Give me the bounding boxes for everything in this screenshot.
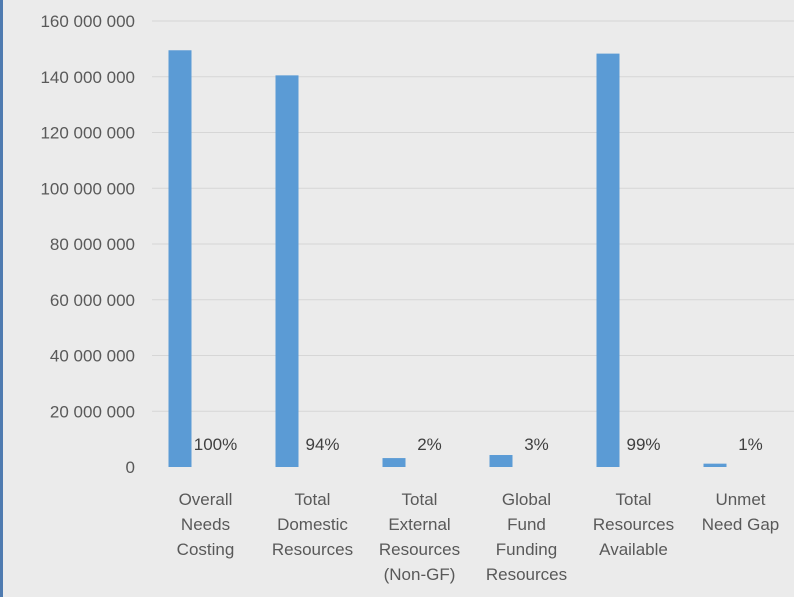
y-tick-label: 140 000 000 (40, 68, 135, 87)
bar (596, 53, 620, 468)
x-category-label: Unmet Need Gap (702, 490, 780, 534)
chart-left-border (0, 0, 3, 597)
y-tick-label: 160 000 000 (40, 12, 135, 31)
bar (489, 455, 513, 467)
category-label-line: Total (295, 490, 331, 509)
category-label-line: Unmet (715, 490, 765, 509)
data-labels: 100% 94% 2% 3% 99% 1% (194, 435, 763, 454)
y-tick-label: 80 000 000 (50, 235, 135, 254)
data-label: 1% (738, 435, 763, 454)
x-category-label: Total Domestic Resources (272, 490, 353, 559)
x-category-label: Overall Needs Costing (177, 490, 235, 559)
y-axis-tick-labels: 0 20 000 000 40 000 000 60 000 000 80 000 00… (40, 12, 135, 477)
x-category-label: Total Resources Available (593, 490, 674, 559)
category-label-line: Funding (496, 540, 557, 559)
category-label-line: Resources (379, 540, 460, 559)
y-tick-label: 20 000 000 (50, 402, 135, 421)
category-label-line: Resources (272, 540, 353, 559)
bar (275, 75, 299, 467)
data-label: 3% (524, 435, 549, 454)
x-category-label: Total External Resources (Non-GF) (379, 490, 460, 584)
data-label: 94% (305, 435, 339, 454)
y-tick-label: 0 (126, 458, 135, 477)
y-tick-label: 40 000 000 (50, 347, 135, 366)
bar (382, 458, 406, 467)
y-tick-label: 60 000 000 (50, 291, 135, 310)
gridlines (152, 20, 794, 412)
category-label-line: Resources (486, 565, 567, 584)
category-label-line: (Non-GF) (384, 565, 456, 584)
bar (168, 50, 192, 468)
category-label-line: Need Gap (702, 515, 780, 534)
data-label: 99% (626, 435, 660, 454)
data-label: 100% (194, 435, 237, 454)
category-label-line: Fund (507, 515, 546, 534)
category-label-line: Needs (181, 515, 230, 534)
category-label-line: Global (502, 490, 551, 509)
bar (703, 463, 727, 467)
category-label-line: External (388, 515, 450, 534)
x-category-label: Global Fund Funding Resources (486, 490, 567, 584)
category-label-line: Costing (177, 540, 235, 559)
category-label-line: Total (402, 490, 438, 509)
category-label-line: Available (599, 540, 668, 559)
bars (168, 50, 727, 468)
category-label-line: Resources (593, 515, 674, 534)
data-label: 2% (417, 435, 442, 454)
y-tick-label: 120 000 000 (40, 124, 135, 143)
y-tick-label: 100 000 000 (40, 179, 135, 198)
category-label-line: Total (616, 490, 652, 509)
category-label-line: Overall (179, 490, 233, 509)
category-label-line: Domestic (277, 515, 348, 534)
x-axis-category-labels: Overall Needs Costing Total Domestic Resource… (177, 490, 780, 584)
